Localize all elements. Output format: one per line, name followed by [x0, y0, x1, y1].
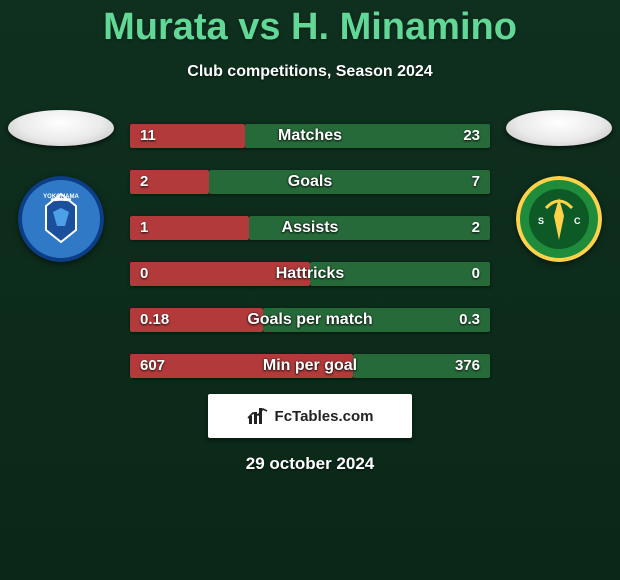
player-left-nameplate	[8, 110, 114, 146]
stat-value-right: 2	[462, 216, 490, 240]
stat-label: Min per goal	[130, 354, 490, 378]
stat-label: Matches	[130, 124, 490, 148]
stat-row: Matches11 23	[130, 124, 490, 148]
club-badge-right-text-right: C	[574, 216, 581, 226]
stat-value-left: 0.18	[130, 308, 179, 332]
stat-value-left: 2	[130, 170, 158, 194]
stat-value-right: 7	[462, 170, 490, 194]
brand-chart-icon	[247, 406, 269, 426]
club-badge-right: S C	[516, 176, 602, 262]
stat-row: Min per goal607 376	[130, 354, 490, 378]
stat-label: Goals per match	[130, 308, 490, 332]
stat-value-right: 0.3	[449, 308, 490, 332]
club-badge-right-text-left: S	[538, 216, 544, 226]
stat-value-left: 1	[130, 216, 158, 240]
subtitle: Club competitions, Season 2024	[0, 63, 620, 81]
stat-label: Assists	[130, 216, 490, 240]
brand-text: FcTables.com	[275, 408, 374, 425]
stat-value-right: 23	[453, 124, 490, 148]
stat-value-right: 0	[462, 262, 490, 286]
page-title: Murata vs H. Minamino	[0, 0, 620, 49]
stat-value-right: 376	[445, 354, 490, 378]
stat-row: Hattricks0 0	[130, 262, 490, 286]
player-right-nameplate	[506, 110, 612, 146]
club-badge-left: YOKOHAMA	[18, 176, 104, 262]
stat-value-left: 0	[130, 262, 158, 286]
footer-date: 29 october 2024	[0, 454, 620, 474]
club-badge-left-text: YOKOHAMA	[43, 194, 79, 200]
brand-card: FcTables.com	[208, 394, 412, 438]
player-left: YOKOHAMA	[8, 110, 114, 262]
stat-row: Assists1 2	[130, 216, 490, 240]
stats-list: Matches1123Goals27Assists12Hattricks00Go…	[130, 124, 490, 400]
stat-label: Goals	[130, 170, 490, 194]
stat-label: Hattricks	[130, 262, 490, 286]
stat-value-left: 607	[130, 354, 175, 378]
stat-value-left: 11	[130, 124, 166, 148]
player-right: S C	[506, 110, 612, 262]
stat-row: Goals2 7	[130, 170, 490, 194]
stat-row: Goals per match0.18 0.3	[130, 308, 490, 332]
